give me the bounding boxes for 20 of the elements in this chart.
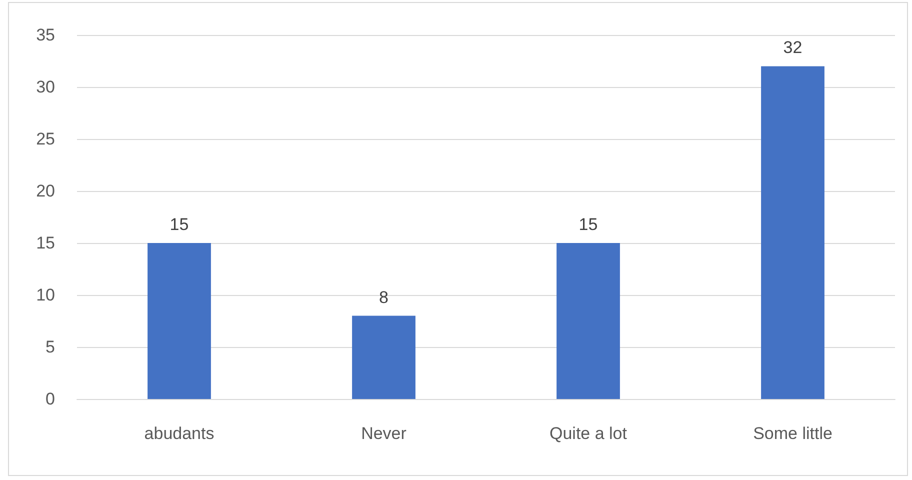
data-label: 32: [783, 38, 802, 58]
x-tick-label: Quite a lot: [550, 424, 628, 443]
x-tick-label: Never: [361, 424, 407, 443]
data-label: 15: [578, 215, 598, 234]
y-tick-label: 20: [36, 182, 55, 200]
y-tick-label: 35: [36, 26, 55, 44]
data-label: 8: [379, 288, 388, 307]
y-tick-label: 25: [36, 130, 55, 148]
bar: [556, 243, 620, 399]
data-label: 15: [170, 215, 189, 234]
x-tick-label: Some little: [753, 424, 832, 443]
y-tick-label: 5: [46, 338, 55, 356]
bar: [148, 243, 211, 399]
y-tick-label: 10: [36, 286, 55, 304]
x-tick-label: abudants: [144, 424, 214, 443]
y-tick-label: 30: [36, 78, 55, 96]
bar: [761, 66, 824, 399]
y-tick-label: 15: [36, 234, 55, 252]
bar: [352, 316, 416, 399]
y-tick-label: 0: [46, 390, 55, 408]
